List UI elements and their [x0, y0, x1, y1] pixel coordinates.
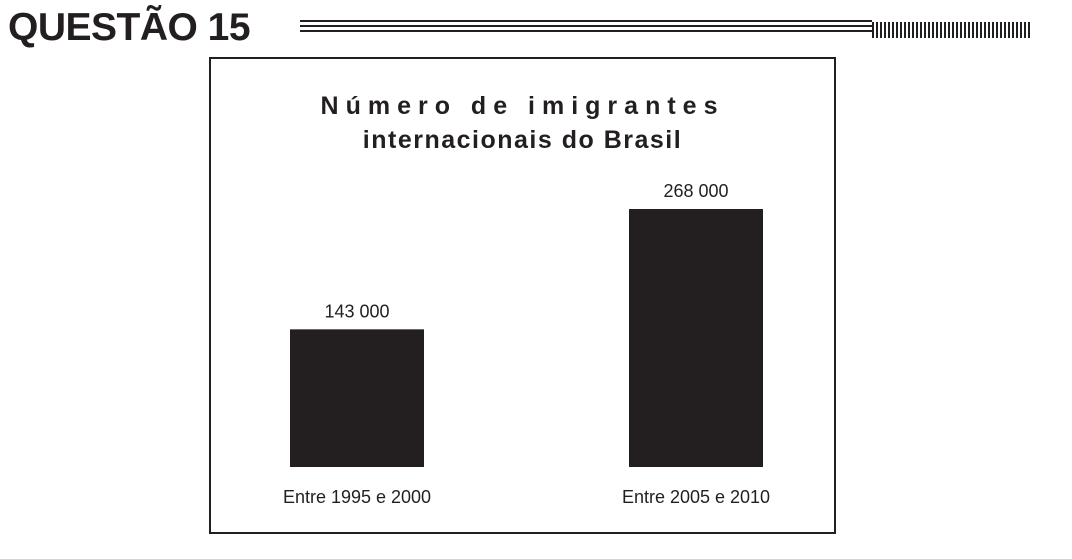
rule-tick [896, 22, 898, 38]
rule-tick [908, 22, 910, 38]
rule-tick [884, 22, 886, 38]
rule-tick [948, 22, 950, 38]
question-header: QUESTÃO 15 [0, 0, 1072, 56]
rule-tick [952, 22, 954, 38]
rule-tick [1000, 22, 1002, 38]
rule-tick [1024, 22, 1026, 38]
rule-tick [1008, 22, 1010, 38]
rule-tick [992, 22, 994, 38]
header-decorative-rule [300, 20, 1072, 40]
rule-tick [960, 22, 962, 38]
rule-tick [872, 22, 874, 38]
bar-1 [290, 329, 424, 467]
rule-tick [932, 22, 934, 38]
rule-tick [912, 22, 914, 38]
rule-tick [976, 22, 978, 38]
rule-tick [924, 22, 926, 38]
rule-tick [980, 22, 982, 38]
rule-tick [892, 22, 894, 38]
rule-line-2 [300, 25, 872, 27]
rule-tick [940, 22, 942, 38]
rule-tick [888, 22, 890, 38]
rule-tick [1012, 22, 1014, 38]
category-label-1: Entre 1995 e 2000 [283, 487, 431, 507]
rule-tick [988, 22, 990, 38]
rule-tick [876, 22, 878, 38]
rule-ticks [872, 22, 1052, 38]
question-title: QUESTÃO 15 [8, 6, 251, 49]
rule-tick [1016, 22, 1018, 38]
rule-tick [880, 22, 882, 38]
rule-tick [972, 22, 974, 38]
rule-tick [916, 22, 918, 38]
rule-tick [1028, 22, 1030, 38]
rule-tick [928, 22, 930, 38]
bar-chart: 143 000 Entre 1995 e 2000 268 000 Entre 200… [283, 181, 770, 507]
chart-frame: Número de imigrantes internacionais do B… [209, 57, 836, 534]
rule-tick [944, 22, 946, 38]
rule-line-1 [300, 20, 872, 22]
value-label-1: 143 000 [324, 301, 389, 321]
category-label-2: Entre 2005 e 2010 [622, 487, 770, 507]
rule-tick [1004, 22, 1006, 38]
rule-tick [1020, 22, 1022, 38]
bar-2 [629, 209, 763, 467]
rule-tick [968, 22, 970, 38]
rule-tick [904, 22, 906, 38]
value-label-2: 268 000 [663, 181, 728, 201]
rule-tick [920, 22, 922, 38]
chart-title-line-2: internacionais do Brasil [362, 126, 683, 154]
rule-tick [956, 22, 958, 38]
rule-tick [984, 22, 986, 38]
chart-title: Número de imigrantes internacionais do B… [211, 89, 834, 157]
rule-tick [900, 22, 902, 38]
chart-title-line-1: Número de imigrantes [320, 92, 725, 120]
rule-line-3 [300, 30, 872, 32]
rule-tick [996, 22, 998, 38]
rule-tick [936, 22, 938, 38]
rule-tick [964, 22, 966, 38]
